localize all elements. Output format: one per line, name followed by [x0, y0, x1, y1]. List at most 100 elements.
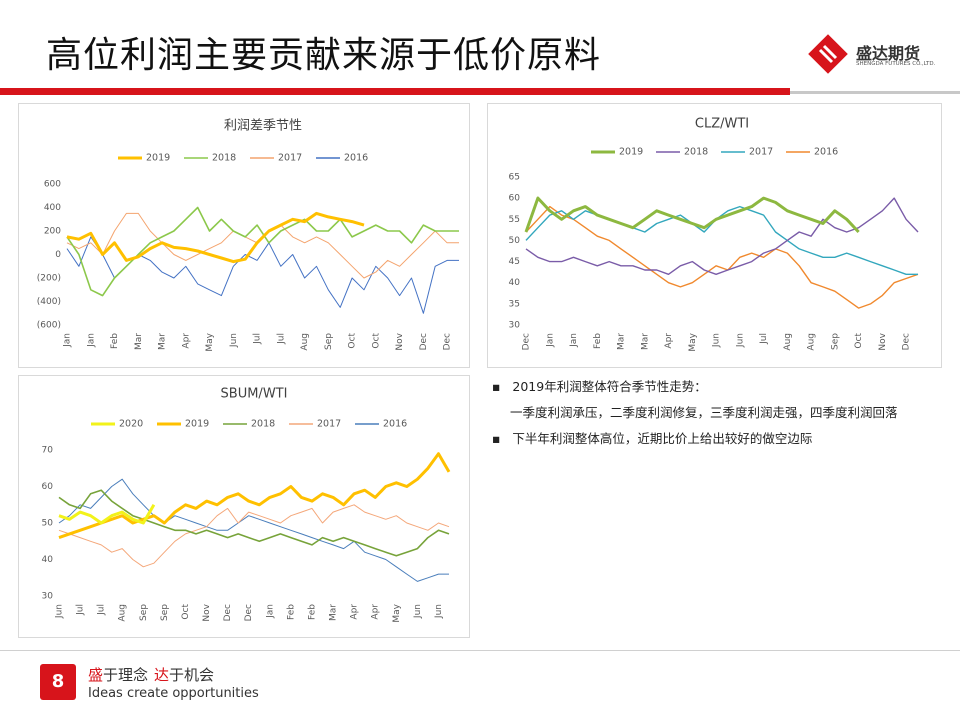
y-tick-label: 50 — [42, 519, 54, 529]
x-tick-label: Apr — [181, 333, 191, 349]
series-line — [58, 452, 451, 540]
legend-label: 2019 — [185, 419, 209, 430]
x-tick-label: Mar — [617, 333, 627, 350]
x-tick-label: Nov — [202, 603, 212, 621]
x-tick-label: Oct — [348, 333, 358, 349]
y-tick-label: (200) — [37, 274, 61, 284]
series-line — [525, 197, 919, 275]
x-tick-label: Jul — [76, 604, 86, 616]
x-tick-label: May — [688, 332, 698, 351]
x-tick-label: Aug — [783, 333, 793, 351]
x-tick-label: Jun — [229, 333, 239, 348]
y-tick-label: 30 — [509, 321, 521, 331]
x-tick-label: Feb — [286, 604, 296, 620]
x-tick-label: Mar — [640, 333, 650, 350]
legend-label: 2019 — [146, 153, 170, 164]
legend-label: 2017 — [317, 419, 341, 430]
x-tick-label: Dec — [223, 604, 233, 621]
slogan: 盛于理念 达于机会 — [88, 664, 214, 685]
legend-label: 2018 — [251, 419, 275, 430]
series-line — [66, 212, 459, 279]
y-tick-label: 60 — [509, 194, 521, 204]
x-tick-label: Oct — [371, 333, 381, 349]
series-line — [524, 196, 860, 234]
slogan-part: 盛 — [88, 666, 104, 684]
paragraph: 一季度利润承压，二季度利润修复，三季度利润走强，四季度利润回落 — [492, 404, 932, 422]
x-tick-label: Dec — [902, 333, 912, 350]
x-tick-label: Apr — [371, 604, 381, 620]
logo-sub: SHENGDA FUTURES CO.,LTD. — [856, 61, 936, 67]
x-tick-label: Dec — [522, 333, 532, 350]
x-tick-label: Jul — [276, 333, 286, 345]
legend-label: 2018 — [212, 153, 236, 164]
x-tick-label: Nov — [878, 332, 888, 350]
x-tick-label: Nov — [395, 332, 405, 350]
x-tick-label: Sep — [324, 333, 334, 350]
x-tick-label: Feb — [110, 333, 120, 349]
legend-label: 2016 — [383, 419, 407, 430]
legend-label: 2018 — [684, 147, 708, 158]
y-tick-label: 0 — [55, 250, 61, 260]
paragraph-text: 一季度利润承压，二季度利润修复，三季度利润走强，四季度利润回落 — [510, 405, 898, 420]
y-tick-label: 40 — [509, 278, 521, 288]
bullet: ▪ 2019年利润整体符合季节性走势： — [492, 379, 707, 394]
chart: CLZ/WTI 30 35 40 45 50 55 60 65 Dec Jan Jan Feb Mar Ma… — [509, 117, 919, 352]
x-tick-label: Jun — [55, 604, 65, 619]
x-tick-label: May — [205, 332, 215, 351]
x-tick-label: Jan — [63, 333, 73, 348]
bullet: ▪ 下半年利润整体高位，近期比价上给出较好的做空边际 — [492, 431, 813, 446]
legend-label: 2020 — [119, 419, 143, 430]
y-tick-label: 600 — [44, 180, 61, 190]
x-tick-label: Jun — [712, 333, 722, 348]
series-line — [525, 205, 919, 309]
series-line — [66, 236, 459, 314]
chart-title: CLZ/WTI — [695, 117, 749, 132]
x-tick-label: Apr — [664, 333, 674, 349]
y-tick-label: (600) — [37, 321, 61, 331]
series-line — [525, 205, 918, 275]
x-tick-label: Dec — [419, 333, 429, 350]
x-tick-label: Jul — [97, 604, 107, 616]
legend-label: 2019 — [619, 147, 643, 158]
y-tick-label: 40 — [42, 555, 54, 565]
chart-title: SBUM/WTI — [221, 387, 288, 402]
y-tick-label: 35 — [509, 299, 520, 309]
y-tick-label: 65 — [509, 173, 520, 183]
slogan-part: 于理念 — [103, 666, 149, 684]
chart-frame: CLZ/WTI 30 35 40 45 50 55 60 65 Dec Jan Jan Feb Mar Ma… — [487, 103, 942, 368]
logo-name: 盛达期货 — [856, 44, 921, 63]
x-tick-label: Oct — [181, 604, 191, 620]
y-tick-label: 60 — [42, 482, 54, 492]
slogan-en: Ideas create opportunities — [88, 686, 259, 701]
page-number: 8 — [40, 664, 76, 700]
x-tick-label: Sep — [139, 604, 149, 621]
x-tick-label: Jan — [545, 333, 555, 348]
slide-title: 高位利润主要贡献来源于低价原料 — [46, 35, 602, 76]
series-line — [58, 489, 450, 557]
x-tick-label: Jun — [434, 604, 444, 619]
logo-mark — [808, 34, 848, 74]
x-tick-label: May — [392, 603, 402, 622]
y-tick-label: 55 — [509, 215, 520, 225]
x-tick-label: Jan — [569, 333, 579, 348]
chart-frame: 利润差季节性 600 400 200 0 (200) (400) (600) Jan Jan Feb… — [18, 103, 470, 368]
x-tick-label: Sep — [830, 333, 840, 350]
x-tick-label: Mar — [134, 333, 144, 350]
bullet-list: ▪ 2019年利润整体符合季节性走势： 一季度利润承压，二季度利润修复，三季度利… — [492, 378, 932, 456]
series-line — [58, 504, 450, 568]
legend-label: 2016 — [814, 147, 838, 158]
x-tick-label: Dec — [443, 333, 453, 350]
x-tick-label: Jun — [413, 604, 423, 619]
y-tick-label: 30 — [42, 592, 54, 602]
x-tick-label: Aug — [300, 333, 310, 351]
series-line — [66, 206, 459, 297]
y-tick-label: 400 — [44, 203, 61, 213]
footer-rule — [0, 650, 960, 651]
title-bar-gray — [790, 91, 960, 94]
x-tick-label: Apr — [350, 604, 360, 620]
x-tick-label: Mar — [158, 333, 168, 350]
y-tick-label: 70 — [42, 446, 54, 456]
slogan-part: 于机会 — [169, 666, 215, 684]
y-tick-label: 45 — [509, 257, 520, 267]
